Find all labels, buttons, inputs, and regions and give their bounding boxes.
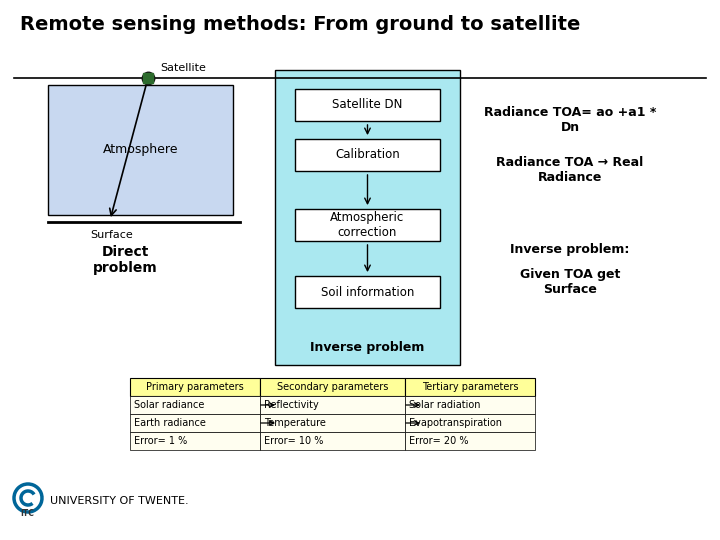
FancyBboxPatch shape [295, 209, 440, 241]
FancyBboxPatch shape [260, 396, 405, 414]
Text: Tertiary parameters: Tertiary parameters [422, 382, 518, 392]
FancyBboxPatch shape [260, 378, 405, 396]
Text: Evapotranspiration: Evapotranspiration [409, 418, 502, 428]
FancyBboxPatch shape [295, 89, 440, 121]
Text: Surface: Surface [90, 230, 132, 240]
Text: Reflectivity: Reflectivity [264, 400, 319, 410]
Text: Satellite: Satellite [160, 63, 206, 73]
Text: Temperature: Temperature [264, 418, 326, 428]
FancyBboxPatch shape [295, 276, 440, 308]
Text: Secondary parameters: Secondary parameters [276, 382, 388, 392]
FancyBboxPatch shape [260, 432, 405, 450]
Text: Radiance TOA → Real
Radiance: Radiance TOA → Real Radiance [496, 156, 644, 184]
Text: Inverse problem:: Inverse problem: [510, 244, 630, 256]
Text: Soil information: Soil information [321, 286, 414, 299]
Text: Radiance TOA= ao +a1 *
Dn: Radiance TOA= ao +a1 * Dn [484, 106, 656, 134]
Text: Calibration: Calibration [335, 148, 400, 161]
Text: ITC: ITC [20, 509, 34, 518]
Text: Error= 20 %: Error= 20 % [409, 436, 469, 446]
FancyBboxPatch shape [130, 432, 260, 450]
Text: Error= 1 %: Error= 1 % [134, 436, 187, 446]
Text: Primary parameters: Primary parameters [146, 382, 244, 392]
FancyBboxPatch shape [405, 378, 535, 396]
Text: Error= 10 %: Error= 10 % [264, 436, 323, 446]
Text: Satellite DN: Satellite DN [333, 98, 402, 111]
Text: UNIVERSITY OF TWENTE.: UNIVERSITY OF TWENTE. [50, 496, 189, 506]
FancyBboxPatch shape [275, 70, 460, 365]
FancyBboxPatch shape [405, 432, 535, 450]
Text: Direct
problem: Direct problem [93, 245, 158, 275]
Text: Atmospheric
correction: Atmospheric correction [330, 211, 405, 239]
FancyBboxPatch shape [130, 414, 260, 432]
FancyBboxPatch shape [130, 378, 260, 396]
FancyBboxPatch shape [130, 396, 260, 414]
Text: Atmosphere: Atmosphere [103, 144, 179, 157]
FancyBboxPatch shape [405, 414, 535, 432]
Text: Solar radiance: Solar radiance [134, 400, 204, 410]
Text: Inverse problem: Inverse problem [310, 341, 425, 354]
Text: Given TOA get
Surface: Given TOA get Surface [520, 268, 620, 296]
Text: Solar radiation: Solar radiation [409, 400, 480, 410]
FancyBboxPatch shape [405, 396, 535, 414]
Text: Remote sensing methods: From ground to satellite: Remote sensing methods: From ground to s… [20, 15, 580, 34]
Text: Earth radiance: Earth radiance [134, 418, 206, 428]
FancyBboxPatch shape [48, 85, 233, 215]
FancyBboxPatch shape [260, 414, 405, 432]
FancyBboxPatch shape [295, 139, 440, 171]
